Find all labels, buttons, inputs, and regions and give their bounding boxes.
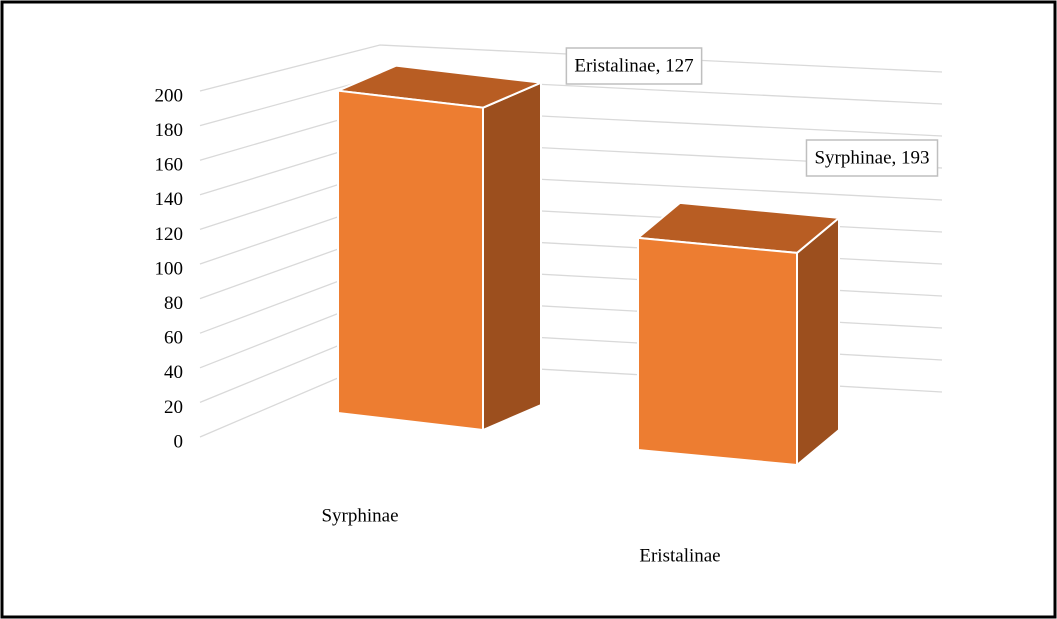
y-tick-label: 140 (155, 189, 184, 210)
data-label-box (805, 139, 939, 177)
y-tick-label: 20 (164, 397, 183, 418)
data-label-box (565, 47, 703, 85)
bar (337, 89, 484, 432)
x-tick-label: Eristalinae (639, 545, 720, 566)
bar-side (482, 81, 542, 432)
y-tick-label: 80 (164, 293, 183, 314)
y-tick-label: 120 (155, 224, 184, 245)
grid-line (199, 44, 943, 92)
y-tick-label: 60 (164, 328, 183, 349)
bar-side (796, 215, 840, 468)
y-tick-label: 0 (174, 431, 184, 452)
y-tick-label: 160 (155, 155, 184, 176)
data-label: Syrphinae, 193 (814, 147, 929, 168)
y-tick-label: 40 (164, 362, 183, 383)
bar (637, 236, 798, 467)
y-tick-label: 200 (155, 85, 184, 106)
x-tick-label: Syrphinae (321, 505, 398, 526)
y-tick-label: 100 (155, 258, 184, 279)
data-label: Eristalinae, 127 (574, 55, 693, 76)
y-tick-label: 180 (155, 120, 184, 141)
